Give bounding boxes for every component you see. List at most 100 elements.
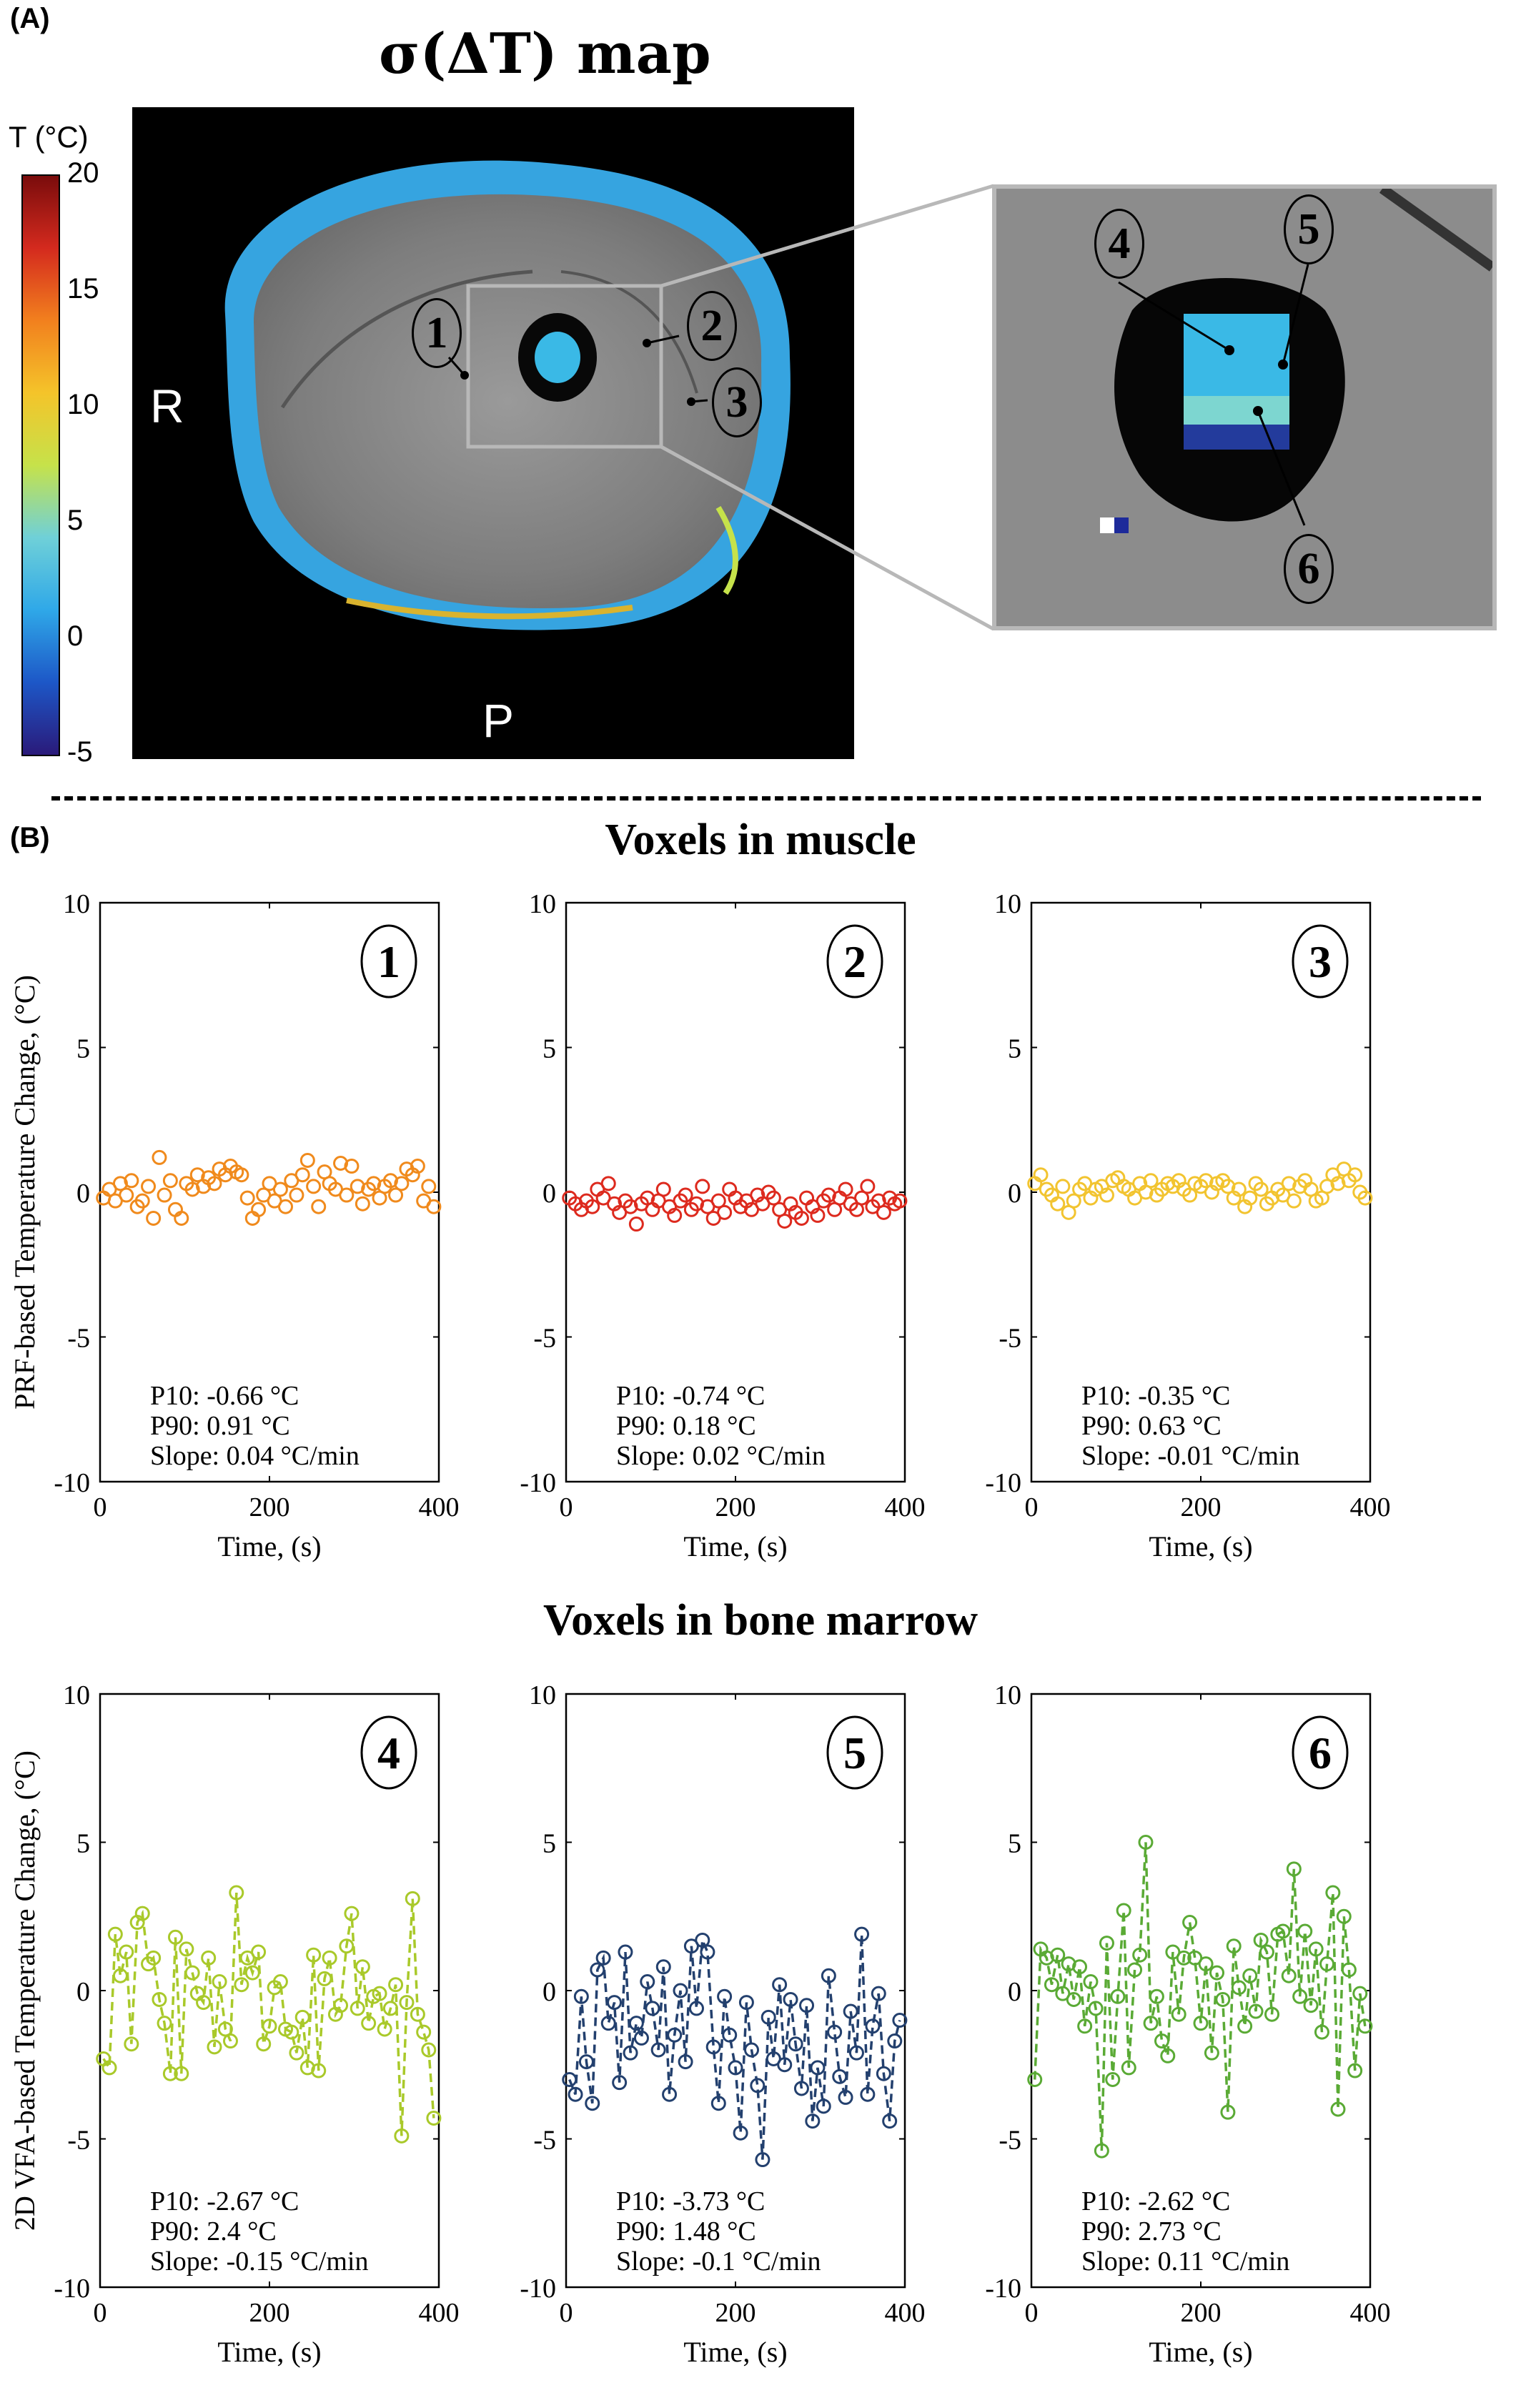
y-tick-label: 5 (76, 1829, 90, 1859)
data-point (717, 1988, 733, 2004)
data-point (207, 2039, 222, 2055)
stat-text: P90: 0.18 °C (616, 1411, 756, 1441)
data-point (848, 2045, 864, 2061)
data-point (860, 2086, 876, 2102)
data-point (755, 2152, 771, 2168)
data-point (1253, 1181, 1269, 1197)
marrow-title: Voxels in bone marrow (543, 1596, 978, 1645)
data-point (1050, 1196, 1066, 1212)
data-point (1231, 1980, 1247, 1996)
data-point (876, 2066, 891, 2081)
y-tick-label: 0 (542, 1179, 556, 1209)
y-tick-label: -5 (533, 2126, 556, 2156)
marker-1: 1 (412, 298, 462, 368)
data-point (1143, 2016, 1159, 2031)
data-point (162, 1173, 178, 1189)
data-point (1330, 2101, 1346, 2117)
data-point (1050, 1947, 1066, 1963)
data-point (1242, 1190, 1258, 1206)
data-point (1281, 1968, 1297, 1983)
data-point (810, 2060, 826, 2076)
data-point (799, 1998, 815, 2013)
stat-text: P90: 2.4 °C (150, 2216, 277, 2246)
data-point (388, 1187, 404, 1203)
x-tick-label: 0 (1025, 2298, 1039, 2328)
stat-text: P10: -0.35 °C (1081, 1381, 1230, 1411)
data-point (107, 1926, 123, 1942)
y-axis-label: 2D VFA-based Temperature Change, (°C) (9, 1750, 41, 2231)
data-point (1099, 1936, 1114, 1951)
data-point (827, 2024, 843, 2040)
data-point (832, 2068, 848, 2084)
data-point (146, 1210, 162, 1226)
data-point (272, 1974, 288, 1990)
data-point (618, 1944, 633, 1960)
panel-b-label: (B) (10, 822, 50, 853)
y-tick-label: -5 (999, 2126, 1021, 2156)
data-point (1110, 1988, 1126, 2004)
x-tick-label: 200 (715, 2298, 756, 2328)
colorbar (21, 174, 60, 756)
marker-leaders (447, 264, 1309, 526)
data-point (1357, 1190, 1373, 1206)
data-point (595, 1950, 611, 1966)
data-point (174, 1210, 189, 1226)
x-tick-label: 200 (1181, 1492, 1222, 1522)
data-point (251, 1944, 267, 1960)
y-tick-label: 10 (994, 1680, 1021, 1710)
data-point (700, 1944, 715, 1960)
data-point (710, 2096, 726, 2111)
data-point (772, 1977, 788, 1993)
data-point (426, 1199, 442, 1214)
data-point (645, 2001, 660, 2016)
data-point (1127, 1962, 1143, 1978)
data-point (355, 1959, 370, 1975)
data-point (256, 2036, 272, 2052)
data-point (1154, 2033, 1169, 2049)
data-point (1099, 1187, 1114, 1203)
data-point (788, 2036, 803, 2052)
data-point (607, 1995, 623, 2011)
panel-number-badge (1292, 924, 1349, 999)
x-tick-label: 200 (715, 1492, 756, 1522)
data-point (399, 1995, 415, 2011)
data-point (573, 1988, 589, 2004)
panel-number: 3 (1309, 936, 1332, 987)
data-point (394, 2128, 410, 2144)
data-point (272, 1181, 288, 1197)
marker-4: 4 (1094, 209, 1144, 279)
data-point (1303, 1998, 1319, 2013)
data-point (101, 2060, 117, 2076)
data-point (344, 1159, 360, 1174)
data-point (1253, 1932, 1269, 1948)
zoom-box (466, 284, 663, 449)
data-point (1319, 1956, 1335, 1972)
y-tick-label: 10 (994, 889, 1021, 919)
data-point (179, 1941, 194, 1957)
data-point (722, 2027, 738, 2043)
colorbar-tick-label: 15 (67, 273, 99, 304)
data-point (1171, 2006, 1186, 2022)
data-point (728, 2060, 743, 2076)
data-point (141, 1179, 157, 1194)
stat-text: P90: 0.63 °C (1081, 1411, 1222, 1441)
data-point (612, 2075, 628, 2091)
y-tick-label: 10 (63, 889, 90, 919)
data-point (1198, 1956, 1214, 1972)
data-point (744, 2042, 760, 2058)
y-tick-label: 0 (76, 1179, 90, 1209)
stat-text: Slope: 0.04 °C/min (150, 1441, 360, 1471)
data-point (816, 2099, 831, 2114)
data-point (289, 1187, 304, 1203)
y-tick-label: 0 (542, 1977, 556, 2007)
data-point (628, 2016, 644, 2031)
series-line (1033, 1842, 1367, 2151)
data-point (174, 2066, 189, 2081)
data-point (783, 1991, 798, 2007)
panel-number: 6 (1309, 1728, 1332, 1778)
data-point (1143, 1173, 1159, 1189)
